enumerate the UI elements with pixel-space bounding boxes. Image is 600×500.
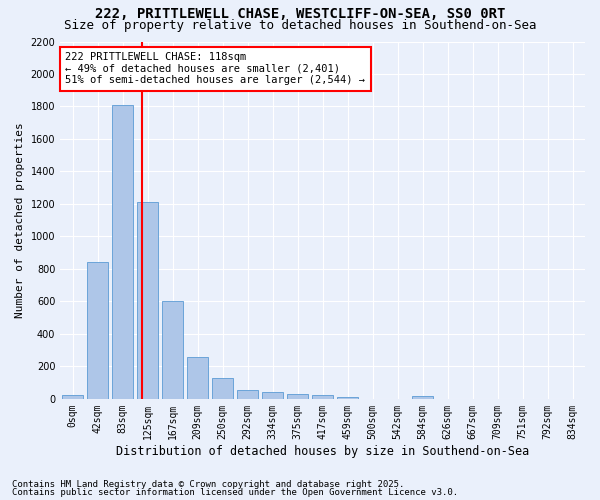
Text: Size of property relative to detached houses in Southend-on-Sea: Size of property relative to detached ho… — [64, 19, 536, 32]
Bar — [187, 358, 208, 399]
Bar — [262, 392, 283, 399]
Y-axis label: Number of detached properties: Number of detached properties — [15, 122, 25, 318]
Bar — [237, 390, 258, 399]
Bar — [212, 378, 233, 399]
Bar — [337, 397, 358, 399]
Bar — [412, 396, 433, 399]
Text: Contains HM Land Registry data © Crown copyright and database right 2025.: Contains HM Land Registry data © Crown c… — [12, 480, 404, 489]
Text: 222 PRITTLEWELL CHASE: 118sqm
← 49% of detached houses are smaller (2,401)
51% o: 222 PRITTLEWELL CHASE: 118sqm ← 49% of d… — [65, 52, 365, 86]
Bar — [112, 105, 133, 399]
X-axis label: Distribution of detached houses by size in Southend-on-Sea: Distribution of detached houses by size … — [116, 444, 529, 458]
Text: 222, PRITTLEWELL CHASE, WESTCLIFF-ON-SEA, SS0 0RT: 222, PRITTLEWELL CHASE, WESTCLIFF-ON-SEA… — [95, 8, 505, 22]
Bar — [62, 395, 83, 399]
Bar — [162, 302, 183, 399]
Bar — [87, 262, 108, 399]
Bar — [137, 202, 158, 399]
Bar — [312, 396, 333, 399]
Bar — [287, 394, 308, 399]
Text: Contains public sector information licensed under the Open Government Licence v3: Contains public sector information licen… — [12, 488, 458, 497]
